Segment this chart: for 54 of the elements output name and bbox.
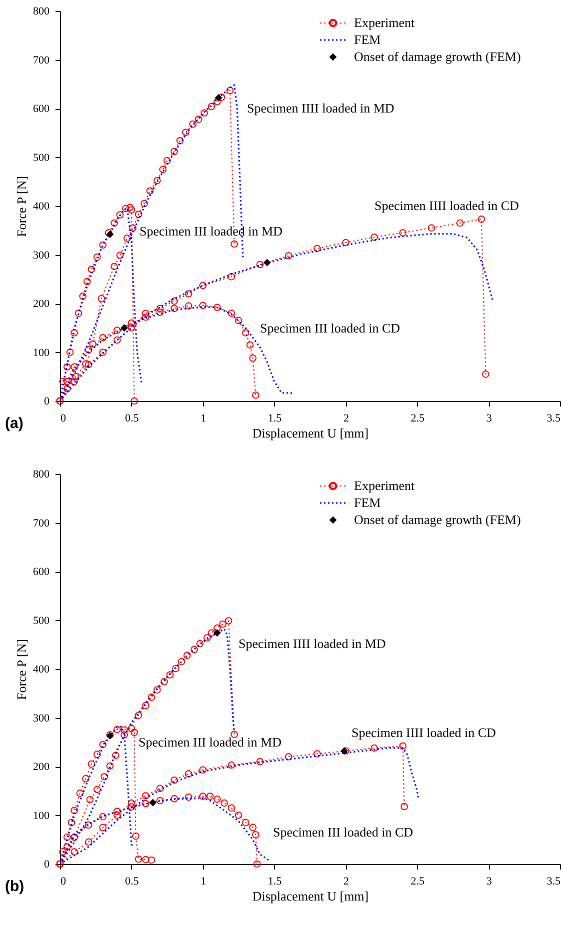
y-tick-label: 200 (33, 761, 50, 773)
y-axis-title: Force P [N] (14, 639, 29, 700)
legend-label: Onset of damage growth (FEM) (354, 512, 521, 527)
annotation: Specimen III loaded in CD (273, 824, 414, 840)
y-axis-title: Force P [N] (14, 176, 29, 237)
x-axis-title: Displacement U [mm] (252, 426, 369, 440)
y-tick-label: 100 (33, 346, 50, 359)
y-tick-label: 800 (33, 6, 50, 18)
y-tick-label: 300 (33, 249, 50, 262)
y-tick-label: 600 (33, 103, 50, 115)
annotation: Specimen IIII loaded in MD (247, 100, 394, 116)
x-axis-title: Displacement U [mm] (252, 888, 369, 904)
x-tick-label: 2 (343, 412, 349, 424)
annotation: Specimen IIII loaded in CD (374, 198, 519, 213)
legend-label: Experiment (354, 15, 416, 30)
y-tick-label: 400 (33, 200, 50, 212)
x-tick-label: 1.5 (268, 876, 282, 888)
y-tick-label: 700 (33, 54, 50, 66)
y-tick-label: 400 (33, 664, 50, 676)
legend-label: Experiment (354, 478, 416, 493)
x-tick-label: 3 (486, 876, 492, 888)
legend-label: FEM (354, 32, 382, 47)
x-tick-label: 2 (343, 876, 349, 888)
annotation: Specimen IIII loaded in MD (238, 636, 386, 652)
legend-label: Onset of damage growth (FEM) (354, 49, 521, 64)
text: (a) (5, 415, 24, 432)
y-tick-label: 300 (33, 712, 50, 724)
y-tick-label: 800 (33, 468, 50, 480)
annotation: Specimen III loaded in MD (140, 224, 282, 239)
x-tick-label: 0 (60, 412, 66, 424)
x-tick-label: 0.5 (125, 412, 140, 424)
y-tick-label: 0 (44, 858, 50, 870)
x-tick-label: 0.5 (125, 876, 140, 888)
y-tick-label: 500 (33, 152, 50, 164)
annotation: Specimen IIII loaded in CD (352, 724, 496, 740)
x-tick-label: 1 (200, 412, 206, 424)
text: (b) (5, 878, 24, 895)
x-tick-label: 3 (486, 412, 492, 424)
y-tick-label: 100 (33, 810, 50, 822)
annotation: Specimen III loaded in CD (260, 320, 400, 336)
x-tick-label: 3.5 (546, 876, 561, 888)
x-tick-label: 1 (200, 876, 206, 888)
x-tick-label: 2.5 (410, 412, 426, 424)
y-tick-label: 700 (33, 517, 50, 530)
y-tick-label: 200 (33, 298, 50, 310)
x-tick-label: 1.5 (268, 412, 282, 424)
y-tick-label: 0 (44, 396, 50, 408)
legend-label: FEM (354, 495, 382, 510)
x-tick-label: 3.5 (546, 412, 561, 424)
y-tick-label: 600 (33, 566, 50, 578)
x-tick-label: 0 (60, 876, 66, 888)
annotation: Specimen III loaded in MD (138, 734, 282, 750)
y-tick-label: 500 (33, 614, 50, 627)
x-tick-label: 2.5 (410, 876, 426, 888)
